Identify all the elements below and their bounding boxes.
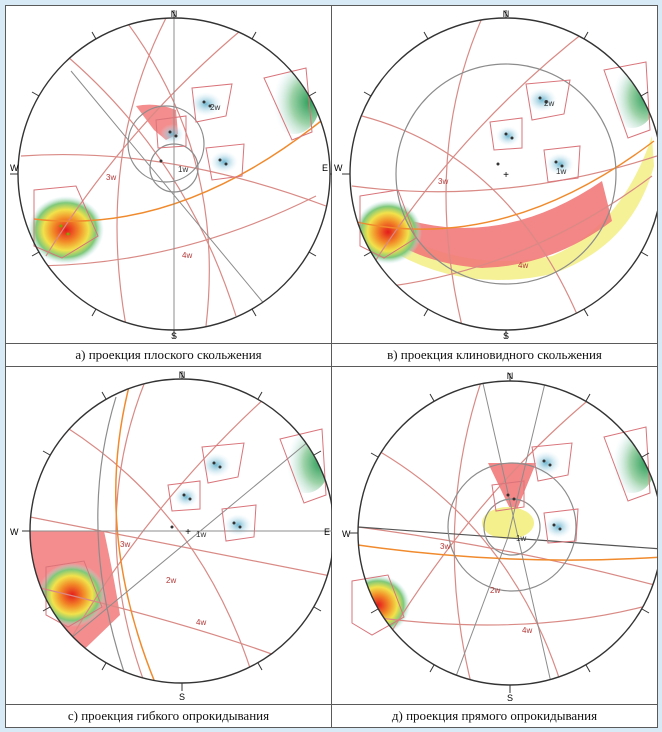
density-contour-1 bbox=[531, 451, 561, 475]
strike-line bbox=[358, 526, 657, 550]
panel-wedge-sliding: + N S W 1w 2w 3w 4w в) bbox=[332, 6, 657, 367]
friction-cone-outer bbox=[447, 462, 577, 592]
compass-east: E bbox=[324, 527, 330, 537]
density-contour-3 bbox=[174, 487, 198, 507]
set-label-4w: 4w bbox=[518, 261, 528, 270]
set-label-4w: 4w bbox=[196, 618, 206, 627]
failure-zone bbox=[488, 463, 536, 517]
great-circle-3 bbox=[20, 154, 327, 207]
great-circle-1 bbox=[60, 50, 237, 317]
compass-north: N bbox=[507, 371, 514, 381]
failure-zone bbox=[382, 181, 612, 268]
set-label-2w: 2w bbox=[490, 586, 500, 595]
tick-marks bbox=[342, 10, 649, 338]
stereonet-c: + N S W E 1w 2w 3w 4w bbox=[10, 370, 332, 702]
pole-windows bbox=[359, 61, 651, 259]
set-label-4w: 4w bbox=[522, 626, 532, 635]
density-contour-ne bbox=[608, 68, 656, 128]
friction-cone-inner bbox=[483, 498, 541, 556]
pole-windows bbox=[45, 428, 327, 628]
tick-marks bbox=[350, 373, 650, 693]
density-contour-2 bbox=[224, 514, 252, 536]
stereonet-d: N S W 1w 2w 3w 4w bbox=[342, 371, 657, 703]
density-contour-3 bbox=[496, 126, 520, 146]
panel-direct-toppling: N S W 1w 2w 3w 4w д) проекция прямого оп… bbox=[332, 367, 657, 727]
toppling-zone bbox=[482, 507, 534, 539]
set-label-3w: 3w bbox=[440, 542, 450, 551]
poles bbox=[170, 461, 242, 529]
friction-arc bbox=[97, 396, 125, 673]
compass-north: N bbox=[503, 9, 510, 19]
caption-planar-sliding: а) проекция плоского скольжения bbox=[6, 343, 331, 366]
set-label-3w: 3w bbox=[106, 173, 116, 182]
slope-face bbox=[115, 379, 157, 683]
density-contour-2 bbox=[544, 516, 572, 538]
set-label-3w: 3w bbox=[438, 177, 448, 186]
set-label-2w: 2w bbox=[166, 576, 176, 585]
panel-planar-sliding: N S W E 1w 2w 3w 4w а) проекция плоского… bbox=[6, 6, 332, 367]
tick-marks bbox=[10, 10, 332, 338]
compass-south: S bbox=[503, 331, 509, 341]
great-circle-2 bbox=[116, 18, 167, 327]
density-contour-3 bbox=[160, 124, 184, 144]
great-circle-4 bbox=[45, 25, 247, 257]
set-label-1w: 1w bbox=[178, 165, 188, 174]
center-mark: + bbox=[503, 170, 509, 181]
compass-west: W bbox=[334, 163, 343, 173]
caption-wedge-sliding: в) проекция клиновидного скольжения bbox=[332, 343, 657, 366]
set-label-1w: 1w bbox=[516, 534, 526, 543]
caption-flexural-toppling: с) проекция гибкого опрокидывания bbox=[6, 704, 331, 727]
density-contour-main bbox=[354, 200, 422, 264]
compass-east: E bbox=[322, 163, 328, 173]
compass-west: W bbox=[342, 529, 351, 539]
set-label-2w: 2w bbox=[544, 99, 554, 108]
density-contour-2 bbox=[546, 153, 574, 175]
tick-marks bbox=[22, 371, 322, 691]
density-contour-2 bbox=[210, 151, 238, 173]
poles bbox=[496, 96, 564, 168]
great-circle-6 bbox=[125, 20, 210, 327]
friction-cone-outer bbox=[127, 105, 205, 183]
stereonet-b: + N S W 1w 2w 3w 4w bbox=[334, 9, 657, 341]
figure-grid: N S W E 1w 2w 3w 4w а) проекция плоского… bbox=[5, 5, 658, 728]
density-contour-1 bbox=[190, 92, 222, 116]
stereonet-a: N S W E 1w 2w 3w 4w bbox=[10, 9, 332, 341]
set-label-3w: 3w bbox=[120, 540, 130, 549]
compass-south: S bbox=[171, 331, 177, 341]
compass-west: W bbox=[10, 163, 19, 173]
friction-cone-inner bbox=[149, 143, 199, 193]
compass-north: N bbox=[179, 370, 186, 380]
center-mark: + bbox=[185, 527, 191, 538]
set-label-2w: 2w bbox=[210, 103, 220, 112]
friction-cone bbox=[395, 63, 617, 285]
pole-windows bbox=[351, 426, 651, 636]
set-label-4w: 4w bbox=[182, 251, 192, 260]
set-label-1w: 1w bbox=[196, 530, 206, 539]
poles bbox=[506, 459, 562, 531]
density-contour-main bbox=[38, 563, 106, 627]
caption-direct-toppling: д) проекция прямого опрокидывания bbox=[332, 704, 657, 727]
compass-west: W bbox=[10, 527, 19, 537]
density-contour-main bbox=[28, 196, 104, 264]
great-circle-5 bbox=[30, 195, 317, 267]
set-label-1w: 1w bbox=[556, 167, 566, 176]
compass-south: S bbox=[179, 692, 185, 702]
slope-face bbox=[33, 120, 322, 222]
density-contour-1 bbox=[201, 453, 231, 477]
slope-face bbox=[358, 544, 657, 561]
diagonal-line bbox=[70, 70, 267, 307]
panel-flexural-toppling: + N S W E 1w 2w 3w 4w с bbox=[6, 367, 332, 727]
diagonal-line bbox=[35, 426, 327, 668]
poles bbox=[59, 100, 228, 236]
compass-south: S bbox=[507, 693, 513, 703]
wedge-zone bbox=[372, 136, 654, 281]
compass-north: N bbox=[171, 9, 178, 19]
density-contour-main bbox=[358, 575, 410, 635]
density-contour-1 bbox=[527, 88, 557, 112]
